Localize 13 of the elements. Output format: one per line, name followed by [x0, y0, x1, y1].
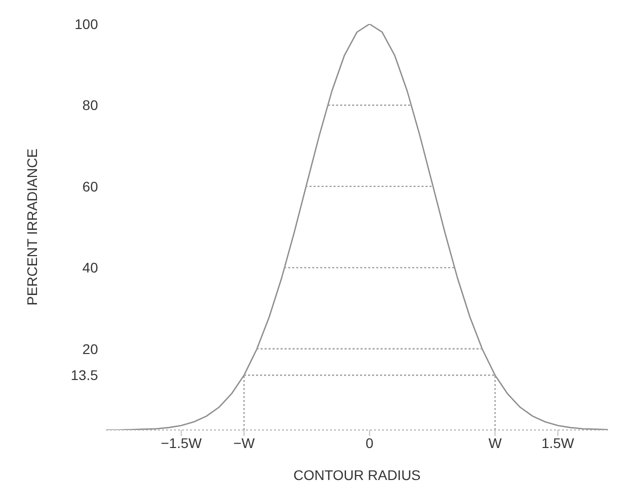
x-tick-label: −1.5W	[160, 434, 203, 451]
y-tick-label: 80	[82, 97, 98, 114]
x-tick-label: W	[488, 434, 502, 451]
y-tick-label: 60	[82, 178, 98, 194]
y-axis-title: PERCENT IRRADIANCE	[24, 148, 40, 306]
y-tick-label: 13.5	[70, 367, 98, 384]
x-tick-label: −W	[233, 434, 256, 451]
x-axis-title: CONTOUR RADIUS	[293, 467, 421, 483]
x-tick-label: 0	[366, 434, 374, 451]
y-tick-label: 40	[82, 260, 98, 276]
x-tick-label: 1.5W	[541, 434, 575, 451]
y-tick-label: 100	[74, 16, 98, 32]
y-tick-label: 20	[82, 340, 98, 357]
